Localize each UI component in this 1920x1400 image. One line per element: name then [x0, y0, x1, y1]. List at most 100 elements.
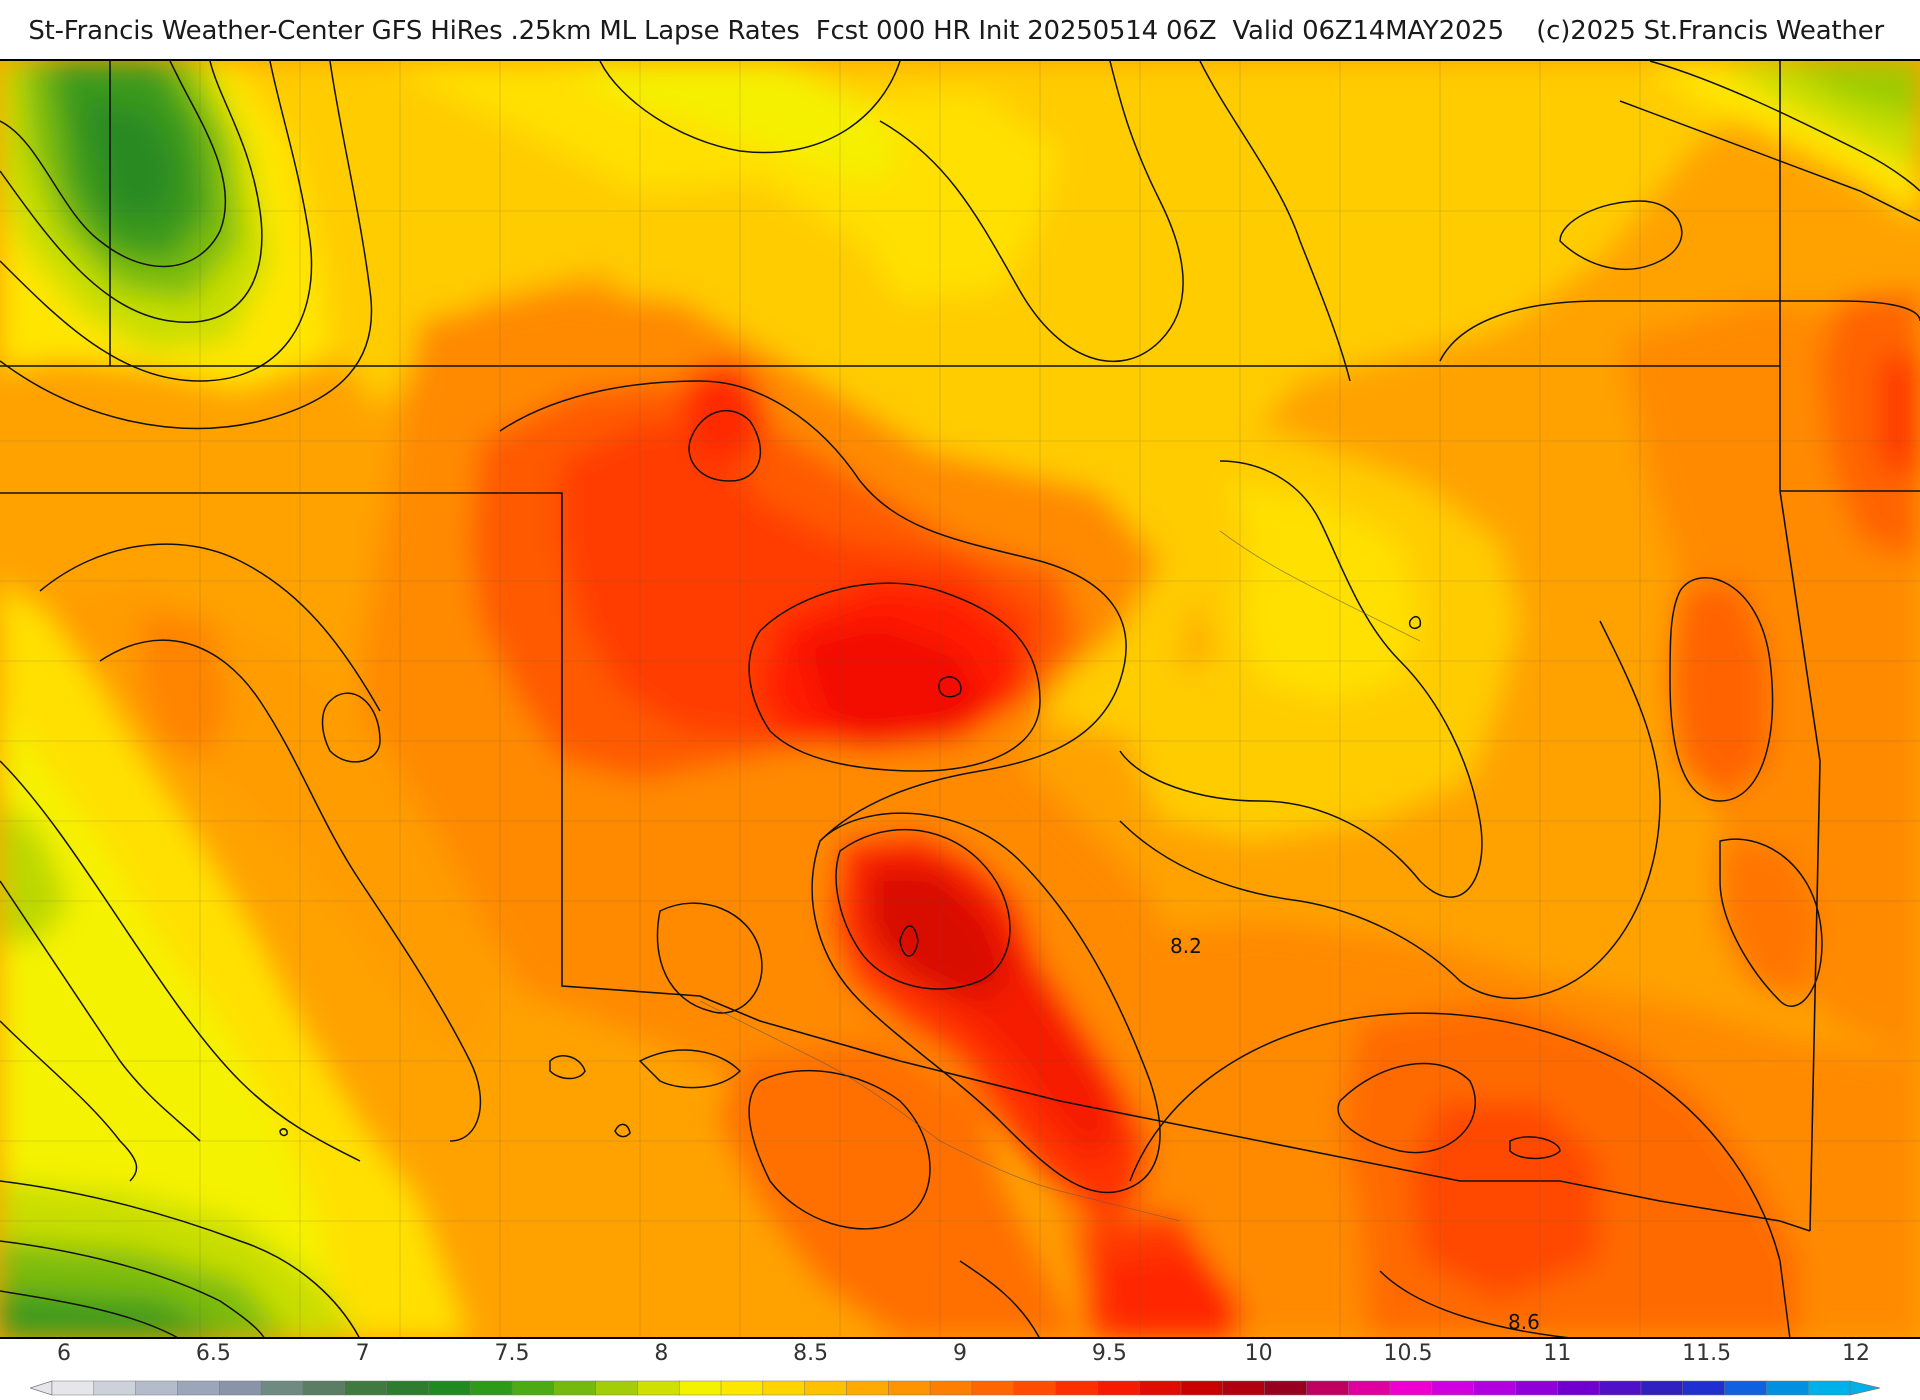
legend-tick-7: 7 [355, 1341, 370, 1366]
contour-south-bottom [959, 1260, 1040, 1337]
contour-center-tiny [938, 676, 962, 698]
contour-west-band-5 [0, 1020, 138, 1182]
map-title: St-Francis Weather-Center GFS HiRes .25k… [28, 16, 1884, 46]
contour-ne-3 [1559, 200, 1683, 270]
contour-tiny-1 [549, 1055, 586, 1080]
contour-west-band [99, 639, 482, 1142]
fill-green-nw-4 [80, 101, 180, 221]
contour-north-top [599, 61, 901, 154]
fill-orange-west-blob [140, 611, 230, 761]
contour-tiny-4 [1408, 615, 1422, 629]
fill-green-sw-3 [0, 1291, 227, 1337]
contour-west-band-2 [39, 543, 381, 712]
colorbar-swatch [929, 1380, 973, 1396]
colorbar-swatch [386, 1380, 430, 1396]
contour-center-ring [499, 380, 1127, 842]
colorbar-swatch [1598, 1380, 1642, 1396]
fill-orange-e-blob2 [1720, 841, 1820, 1001]
fill-orange-east-red [1880, 351, 1920, 481]
legend-tick-8: 8 [654, 1341, 669, 1366]
contour-se-big [1129, 1012, 1791, 1337]
colorbar-swatch [135, 1380, 179, 1396]
legend-tick-12: 12 [1842, 1341, 1870, 1366]
colorbar-swatch [595, 1380, 639, 1396]
contour-center-oval [656, 902, 763, 1014]
river-central [1219, 530, 1421, 642]
legend-tick-9: 9 [953, 1341, 967, 1366]
colorbar-swatch [1055, 1380, 1099, 1396]
contour-label-8-6: 8.6 [1508, 1310, 1540, 1334]
lapse-rate-map[interactable]: 8.2 8.6 [0, 59, 1920, 1339]
rivers [699, 530, 1421, 1222]
river-red [699, 1000, 1181, 1222]
contour-nw-red [688, 410, 761, 482]
legend-tick-6-5: 6.5 [195, 1341, 231, 1366]
contour-sw-3 [0, 1290, 178, 1337]
contour-center-ring-2 [748, 582, 1041, 772]
contour-ne-1 [1649, 61, 1920, 192]
colorbar-swatch [846, 1380, 890, 1396]
contour-east-blob2 [1719, 838, 1823, 1007]
contour-nw-1 [0, 61, 227, 268]
colorbar-swatch [1264, 1380, 1308, 1396]
colorbar-swatch [1640, 1380, 1684, 1396]
contour-tiny-2 [614, 1123, 631, 1138]
fill-yellow-west-bright [0, 701, 340, 1337]
contour-tiny-3 [279, 1128, 288, 1137]
colorbar-swatch [1682, 1380, 1726, 1396]
colorbar-swatch [177, 1380, 221, 1396]
legend-tick-10: 10 [1244, 1341, 1273, 1366]
colorbar-swatch [1180, 1380, 1224, 1396]
fill-orange-south [720, 1041, 1079, 1337]
contour-ne-2 [1619, 100, 1920, 222]
colorbar-swatch [1097, 1380, 1140, 1396]
legend-tick-6: 6 [57, 1341, 71, 1366]
contour-north-yellow [879, 61, 1184, 363]
colorbar-swatch [1473, 1380, 1517, 1396]
fill-red-core-north-4 [800, 621, 990, 741]
legend-tick-9-5: 9.5 [1091, 1341, 1127, 1366]
fill-yellow-top-bright [560, 61, 900, 181]
filled-contours [0, 61, 1920, 1337]
colorbar-swatch [1515, 1380, 1559, 1396]
fill-red-core-south-3 [870, 871, 1010, 1001]
boundary-east [1779, 61, 1821, 1232]
fill-orange-se-red [1410, 1101, 1600, 1301]
contour-se-tiny [1509, 1136, 1561, 1160]
legend-tick-10-5: 10.5 [1383, 1341, 1433, 1366]
contour-north-2 [1199, 61, 1351, 382]
contour-east-blob [1669, 577, 1774, 802]
contour-lines [0, 61, 1920, 1337]
map-svg: 8.2 8.6 [0, 61, 1920, 1337]
colorbar-swatch [678, 1380, 722, 1396]
contour-west-oval [321, 692, 381, 763]
colorbar-swatch [302, 1380, 346, 1396]
fill-yellow-top [380, 61, 1060, 301]
colorbar-swatch [1013, 1380, 1057, 1396]
contour-south-red [835, 828, 1011, 990]
contour-8-2 [1119, 620, 1661, 1000]
colorbar-swatch [260, 1380, 304, 1396]
fill-red-bottom [1100, 1251, 1240, 1337]
contour-east-big [1439, 300, 1920, 362]
contour-west-band-4 [0, 880, 201, 1142]
contour-center-mid [638, 1049, 742, 1089]
fill-green-ne-3 [1780, 61, 1920, 121]
colorbar-swatch [1389, 1380, 1433, 1396]
fill-orange-e-blob [1670, 581, 1770, 801]
colorbar-swatch [1222, 1380, 1266, 1396]
colorbar-swatch [720, 1380, 764, 1396]
colorbar-swatch [1724, 1380, 1768, 1396]
legend-tick-7-5: 7.5 [494, 1341, 530, 1366]
colorbar-swatch [1431, 1380, 1475, 1396]
contour-yellow-center [1119, 460, 1483, 898]
contour-label-8-2: 8.2 [1170, 934, 1202, 958]
colorbar-swatch [344, 1380, 388, 1396]
colorbar-min-arrow [30, 1380, 53, 1396]
contour-nw-4 [0, 61, 373, 430]
title-bar: St-Francis Weather-Center GFS HiRes .25k… [0, 0, 1920, 60]
colorbar-swatch [469, 1380, 513, 1396]
contour-south-red-tiny [899, 925, 919, 957]
colorbar-swatch [553, 1380, 597, 1396]
colorbar-swatch [93, 1380, 137, 1396]
